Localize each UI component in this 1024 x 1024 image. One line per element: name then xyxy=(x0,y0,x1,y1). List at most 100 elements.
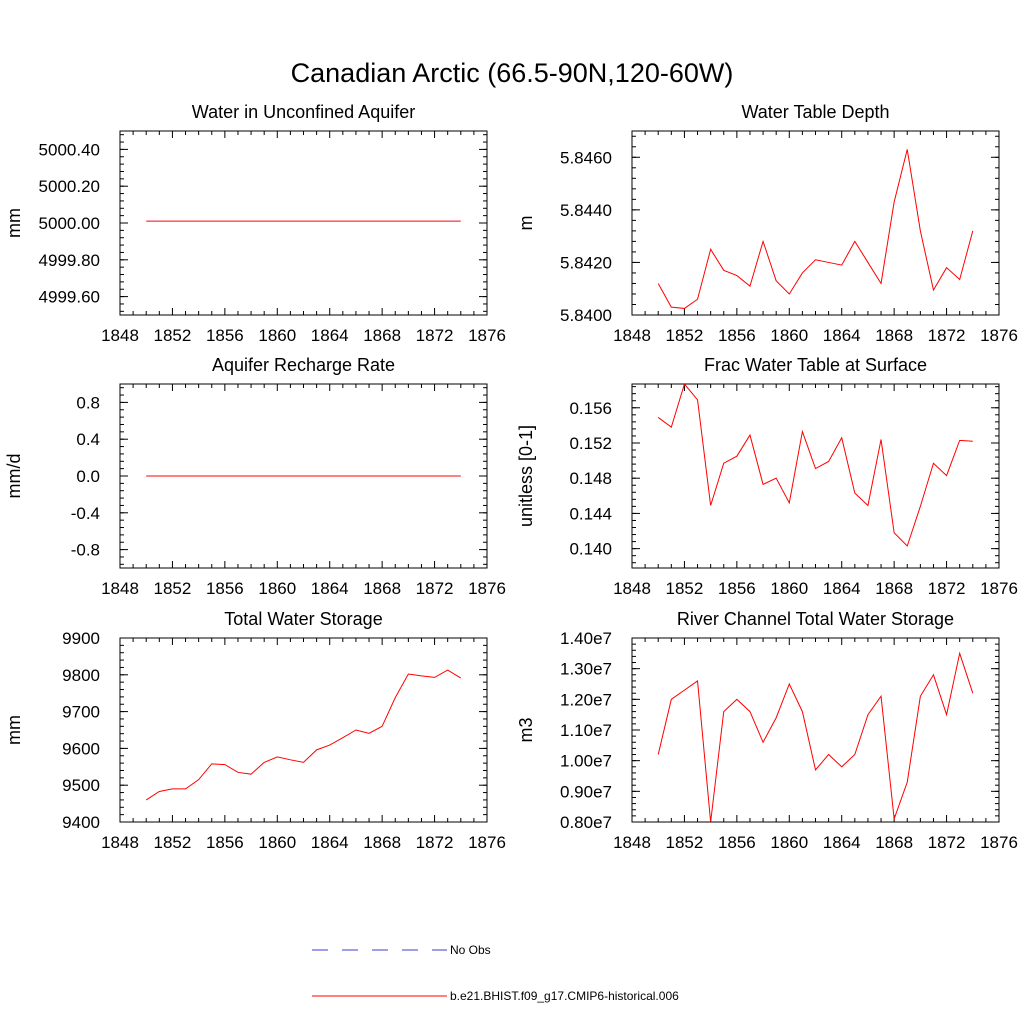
legend-model-label: b.e21.BHIST.f09_g17.CMIP6-historical.006 xyxy=(450,989,679,1003)
y-tick-label: 0.4 xyxy=(76,430,100,449)
x-tick-label: 1864 xyxy=(311,326,349,345)
x-tick-label: 1868 xyxy=(363,326,401,345)
x-tick-label: 1848 xyxy=(613,579,651,598)
x-tick-label: 1872 xyxy=(928,579,966,598)
y-tick-label: 0.8 xyxy=(76,393,100,412)
y-tick-label: 5.8400 xyxy=(560,306,612,325)
y-tick-label: -0.8 xyxy=(71,541,100,560)
x-tick-label: 1848 xyxy=(613,833,651,852)
x-tick-label: 1864 xyxy=(823,326,861,345)
panel-title: River Channel Total Water Storage xyxy=(677,609,954,629)
x-tick-label: 1876 xyxy=(980,833,1018,852)
plot-frame xyxy=(119,130,488,316)
x-tick-label: 1864 xyxy=(823,833,861,852)
x-tick-label: 1868 xyxy=(363,833,401,852)
panel-title: Aquifer Recharge Rate xyxy=(212,355,395,375)
x-tick-label: 1864 xyxy=(311,833,349,852)
x-tick-label: 1852 xyxy=(154,326,192,345)
y-tick-label: 5.8460 xyxy=(560,148,612,167)
x-tick-label: 1860 xyxy=(258,579,296,598)
chart-panel: River Channel Total Water Storage 1848 185… xyxy=(516,609,1018,852)
series-line xyxy=(657,149,974,309)
y-tick-label: 9500 xyxy=(62,776,100,795)
y-tick-label: 9400 xyxy=(62,813,100,832)
y-tick-label: 9900 xyxy=(62,629,100,648)
y-tick-label: 0.140 xyxy=(569,540,612,559)
x-tick-label: 1848 xyxy=(101,833,139,852)
panel-title: Total Water Storage xyxy=(224,609,382,629)
chart-panel: Total Water Storage 1848 1852 1856 1860 1864 1… xyxy=(4,609,506,852)
y-tick-label: 5000.20 xyxy=(39,177,100,196)
y-tick-label: 5.8420 xyxy=(560,253,612,272)
figure-title: Canadian Arctic (66.5-90N,120-60W) xyxy=(291,58,734,88)
y-tick-label: 0.148 xyxy=(569,469,612,488)
y-axis-label: mm xyxy=(4,715,24,745)
panels: Water in Unconfined Aquifer 1848 1852 1856 1… xyxy=(4,102,1018,852)
x-tick-label: 1856 xyxy=(718,833,756,852)
y-tick-label: 0.90e7 xyxy=(560,782,612,801)
y-tick-label: 1.00e7 xyxy=(560,752,612,771)
y-tick-label: 5.8440 xyxy=(560,201,612,220)
x-tick-label: 1872 xyxy=(928,833,966,852)
x-tick-label: 1852 xyxy=(666,579,704,598)
x-tick-label: 1872 xyxy=(416,326,454,345)
x-tick-label: 1868 xyxy=(875,579,913,598)
panel-title: Frac Water Table at Surface xyxy=(704,355,927,375)
y-tick-label: 0.0 xyxy=(76,467,100,486)
y-tick-label: 0.156 xyxy=(569,399,612,418)
panel-title: Water in Unconfined Aquifer xyxy=(192,102,415,122)
x-tick-label: 1852 xyxy=(666,326,704,345)
y-tick-label: 9800 xyxy=(62,666,100,685)
y-tick-label: 4999.80 xyxy=(39,251,100,270)
y-tick-label: 0.152 xyxy=(569,434,612,453)
y-tick-label: 0.80e7 xyxy=(560,813,612,832)
series-line xyxy=(657,382,973,547)
plot-frame xyxy=(631,637,1000,823)
x-tick-label: 1864 xyxy=(311,579,349,598)
x-tick-label: 1876 xyxy=(980,579,1018,598)
chart-panel: Water in Unconfined Aquifer 1848 1852 1856 1… xyxy=(4,102,506,345)
x-tick-label: 1876 xyxy=(468,326,506,345)
x-tick-label: 1852 xyxy=(154,579,192,598)
y-axis-label: m xyxy=(516,216,536,231)
x-tick-label: 1856 xyxy=(718,326,756,345)
y-tick-label: 9600 xyxy=(62,739,100,758)
x-tick-label: 1864 xyxy=(823,579,861,598)
x-tick-label: 1852 xyxy=(154,833,192,852)
x-tick-label: 1872 xyxy=(416,833,454,852)
x-tick-label: 1856 xyxy=(206,326,244,345)
x-tick-label: 1856 xyxy=(206,833,244,852)
legend: No Obs b.e21.BHIST.f09_g17.CMIP6-histori… xyxy=(312,943,679,1003)
x-tick-label: 1876 xyxy=(468,833,506,852)
x-tick-label: 1860 xyxy=(258,833,296,852)
panel-title: Water Table Depth xyxy=(741,102,889,122)
x-tick-label: 1860 xyxy=(770,326,808,345)
y-tick-label: 5000.00 xyxy=(39,214,100,233)
chart-panel: Water Table Depth 1848 1852 1856 1860 1864 186… xyxy=(516,102,1018,345)
y-tick-label: 9700 xyxy=(62,703,100,722)
y-tick-label: 4999.60 xyxy=(39,288,100,307)
legend-obs-label: No Obs xyxy=(450,943,491,957)
x-tick-label: 1848 xyxy=(101,579,139,598)
series-line xyxy=(657,651,974,823)
x-tick-label: 1860 xyxy=(258,326,296,345)
x-tick-label: 1852 xyxy=(666,833,704,852)
x-tick-label: 1872 xyxy=(928,326,966,345)
plot-frame xyxy=(631,130,1000,316)
chart-panel: Aquifer Recharge Rate 1848 1852 1856 1860 186… xyxy=(4,355,506,598)
y-axis-label: unitless [0-1] xyxy=(516,425,536,527)
plot-frame xyxy=(119,637,488,823)
x-tick-label: 1848 xyxy=(613,326,651,345)
y-tick-label: 5000.40 xyxy=(39,140,100,159)
chart-panel: Frac Water Table at Surface 1848 1852 1856 1… xyxy=(516,355,1018,598)
x-tick-label: 1848 xyxy=(101,326,139,345)
x-tick-label: 1860 xyxy=(770,579,808,598)
y-tick-label: 1.10e7 xyxy=(560,721,612,740)
x-tick-label: 1856 xyxy=(206,579,244,598)
x-tick-label: 1860 xyxy=(770,833,808,852)
y-axis-label: mm xyxy=(4,208,24,238)
y-axis-label: mm/d xyxy=(4,454,24,499)
x-tick-label: 1872 xyxy=(416,579,454,598)
y-tick-label: 1.40e7 xyxy=(560,629,612,648)
